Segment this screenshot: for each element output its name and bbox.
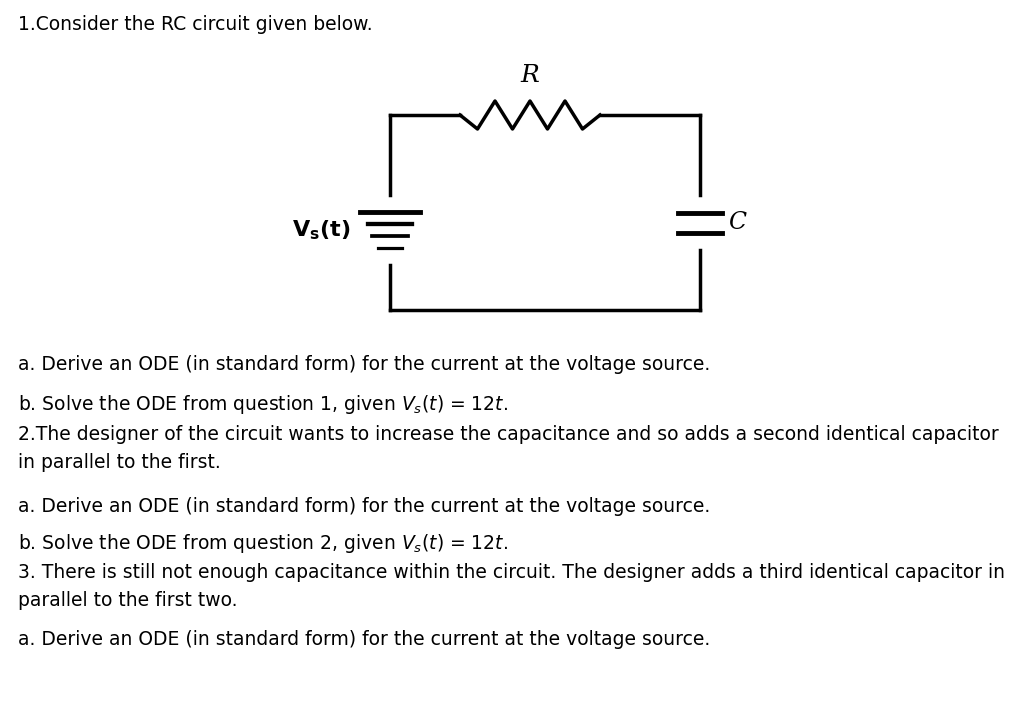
Text: R: R xyxy=(520,64,540,87)
Text: b. Solve the ODE from question 2, given $\mathit{V}_{\mathit{s}}(t)$ = 12$\mathi: b. Solve the ODE from question 2, given … xyxy=(18,532,508,555)
Text: a. Derive an ODE (in standard form) for the current at the voltage source.: a. Derive an ODE (in standard form) for … xyxy=(18,355,711,374)
Text: a. Derive an ODE (in standard form) for the current at the voltage source.: a. Derive an ODE (in standard form) for … xyxy=(18,630,711,649)
Text: 1.Consider the RC circuit given below.: 1.Consider the RC circuit given below. xyxy=(18,15,373,34)
Text: C: C xyxy=(728,211,746,234)
Text: a. Derive an ODE (in standard form) for the current at the voltage source.: a. Derive an ODE (in standard form) for … xyxy=(18,497,711,516)
Text: $\mathbf{V_s}$$\mathbf{(t)}$: $\mathbf{V_s}$$\mathbf{(t)}$ xyxy=(292,218,350,242)
Text: b. Solve the ODE from question 1, given $\mathit{V}_{\mathit{s}}(t)$ = 12$\mathi: b. Solve the ODE from question 1, given … xyxy=(18,393,508,416)
Text: 3. There is still not enough capacitance within the circuit. The designer adds a: 3. There is still not enough capacitance… xyxy=(18,563,1005,610)
Text: 2.The designer of the circuit wants to increase the capacitance and so adds a se: 2.The designer of the circuit wants to i… xyxy=(18,425,998,472)
